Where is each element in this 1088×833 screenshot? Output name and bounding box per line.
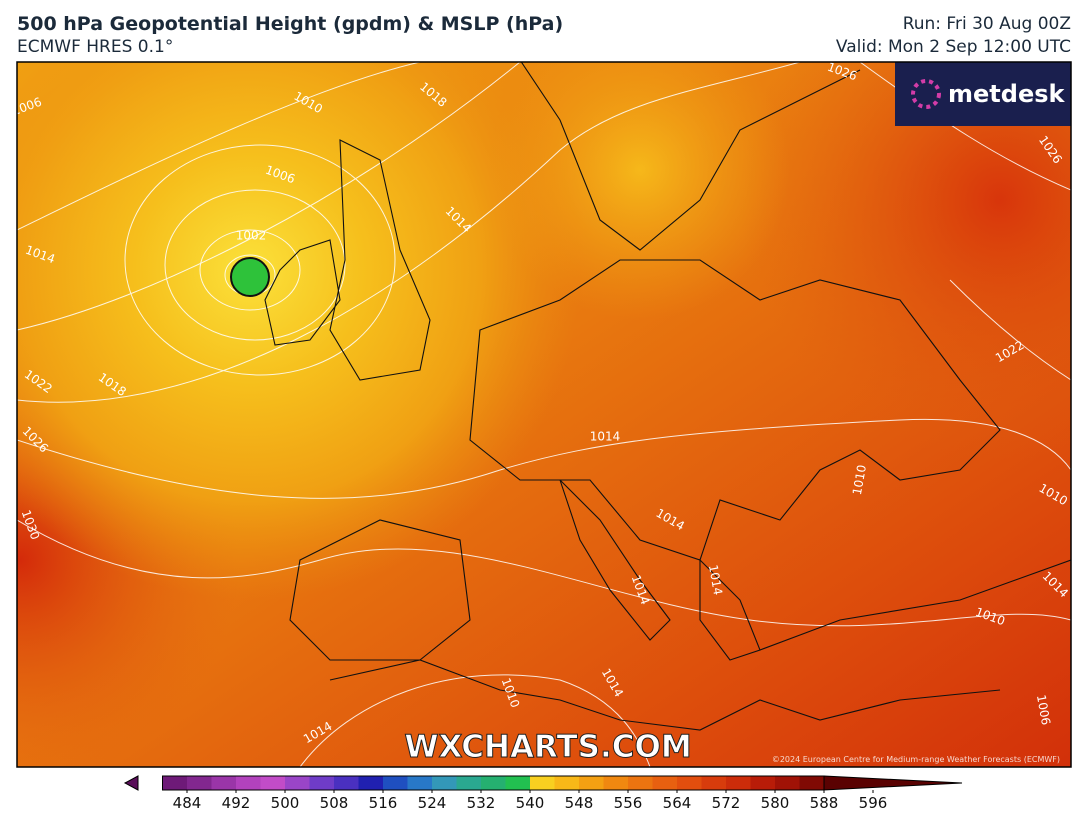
colorbar-arrow-left bbox=[123, 775, 139, 791]
isobar-label: 1010 bbox=[850, 464, 869, 497]
colorbar-tick-label: 548 bbox=[565, 794, 594, 812]
colorbar-tick-label: 588 bbox=[810, 794, 839, 812]
colorbar-tick-label: 596 bbox=[859, 794, 888, 812]
colorbar-tick-label: 484 bbox=[173, 794, 202, 812]
colorbar-arrow-right bbox=[823, 775, 963, 791]
colorbar-segment bbox=[799, 776, 825, 790]
isobar-label: 1014 bbox=[590, 430, 621, 444]
colorbar-segment bbox=[358, 776, 384, 790]
colorbar-tick-label: 516 bbox=[369, 794, 398, 812]
logo: metdesk bbox=[948, 80, 1066, 108]
colorbar-segment bbox=[652, 776, 678, 790]
colorbar-segment bbox=[407, 776, 433, 790]
isobar-label: 1006 bbox=[1034, 694, 1053, 727]
title: 500 hPa Geopotential Height (gpdm) & MSL… bbox=[17, 13, 564, 35]
run-time: Run: Fri 30 Aug 00Z bbox=[902, 14, 1071, 34]
colorbar-tick-label: 500 bbox=[271, 794, 300, 812]
colorbar-segment bbox=[309, 776, 335, 790]
colorbar-tick-label: 572 bbox=[712, 794, 741, 812]
colorbar-segment bbox=[603, 776, 629, 790]
colorbar-segment bbox=[432, 776, 457, 790]
colorbar-segment bbox=[628, 776, 653, 790]
colorbar-segment bbox=[162, 776, 188, 790]
colorbar-segment bbox=[579, 776, 604, 790]
model: ECMWF HRES 0.1° bbox=[17, 37, 174, 57]
colorbar-segment bbox=[775, 776, 800, 790]
colorbar-segment bbox=[554, 776, 580, 790]
colorbar-segment bbox=[187, 776, 212, 790]
colorbar-tick-label: 564 bbox=[663, 794, 692, 812]
colorbar-tick-label: 492 bbox=[222, 794, 251, 812]
logo-box bbox=[895, 62, 1071, 126]
watermark: WXCHARTS.COM bbox=[404, 729, 691, 765]
coastlines bbox=[264, 62, 1071, 731]
colorbar-segment bbox=[677, 776, 702, 790]
colorbar-tick-label: 580 bbox=[761, 794, 790, 812]
colorbar-segment bbox=[383, 776, 408, 790]
colorbar-segment bbox=[260, 776, 286, 790]
isobar-label: 1014 bbox=[706, 564, 725, 597]
colorbar: 484 492 500 508 516 524 532 540 548 556 564 572 580 5… bbox=[123, 775, 963, 812]
colorbar-segment bbox=[505, 776, 531, 790]
low-marker bbox=[230, 257, 270, 297]
colorbar-segment bbox=[701, 776, 727, 790]
map: 1006 1010 10181026102610061014100210141022… bbox=[17, 62, 1071, 767]
credit: ©2024 European Centre for Medium-range W… bbox=[772, 755, 1060, 764]
colorbar-segment bbox=[726, 776, 751, 790]
colorbar-segment bbox=[285, 776, 310, 790]
colorbar-tick-label: 556 bbox=[614, 794, 643, 812]
colorbar-segment bbox=[334, 776, 359, 790]
isobars bbox=[17, 62, 1071, 767]
logo-icon bbox=[911, 79, 941, 109]
map-frame bbox=[16, 61, 1072, 768]
colorbar-tick-label: 540 bbox=[516, 794, 545, 812]
colorbar-segment bbox=[750, 776, 776, 790]
colorbar-tick-label: 532 bbox=[467, 794, 496, 812]
colorbar-tick-label: 508 bbox=[320, 794, 349, 812]
colorbar-segment bbox=[456, 776, 482, 790]
isobar-label: 1002 bbox=[236, 229, 267, 243]
colorbar-segment bbox=[211, 776, 237, 790]
colorbar-segment bbox=[236, 776, 261, 790]
colorbar-segment bbox=[530, 776, 555, 790]
colorbar-frame bbox=[162, 775, 825, 791]
valid-time: Valid: Mon 2 Sep 12:00 UTC bbox=[835, 37, 1071, 57]
colorbar-segment bbox=[481, 776, 506, 790]
colorbar-tick-label: 524 bbox=[418, 794, 447, 812]
